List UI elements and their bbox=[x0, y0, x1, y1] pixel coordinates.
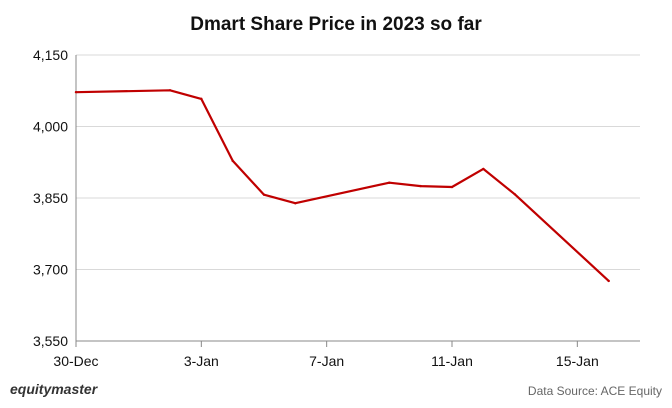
data-point bbox=[200, 97, 203, 101]
series-line-price bbox=[74, 89, 610, 282]
data-point bbox=[231, 159, 234, 163]
series-layer bbox=[74, 89, 610, 283]
y-tick-label: 3,700 bbox=[33, 262, 68, 278]
data-point bbox=[294, 202, 297, 205]
x-tick-label: 11-Jan bbox=[431, 353, 473, 369]
y-tick-label: 3,550 bbox=[33, 333, 68, 349]
data-point bbox=[513, 192, 516, 196]
data-point bbox=[74, 90, 78, 94]
data-point bbox=[450, 185, 454, 189]
data-source: Data Source: ACE Equity bbox=[528, 384, 662, 398]
x-tick-label: 3-Jan bbox=[184, 353, 219, 369]
x-axis: 30-Dec 3-Jan 7-Jan 11-Jan 15-Jan bbox=[53, 340, 640, 369]
x-tick-label: 7-Jan bbox=[309, 353, 344, 369]
y-tick-label: 3,850 bbox=[33, 190, 68, 206]
data-point bbox=[168, 89, 172, 92]
chart-title: Dmart Share Price in 2023 so far bbox=[190, 14, 482, 35]
y-axis: 3,550 3,700 3,850 4,000 4,150 bbox=[33, 47, 77, 349]
data-point bbox=[482, 167, 485, 171]
y-tick-label: 4,000 bbox=[33, 119, 68, 135]
data-point bbox=[262, 193, 266, 196]
y-tick-label: 4,150 bbox=[33, 47, 68, 63]
brand-logo: equitymaster bbox=[10, 381, 99, 397]
x-tick-label: 30-Dec bbox=[53, 353, 98, 369]
x-tick-label: 15-Jan bbox=[556, 353, 599, 369]
grid-lines bbox=[76, 54, 640, 270]
data-point bbox=[607, 279, 610, 283]
data-point bbox=[388, 181, 391, 184]
data-point bbox=[419, 184, 422, 188]
